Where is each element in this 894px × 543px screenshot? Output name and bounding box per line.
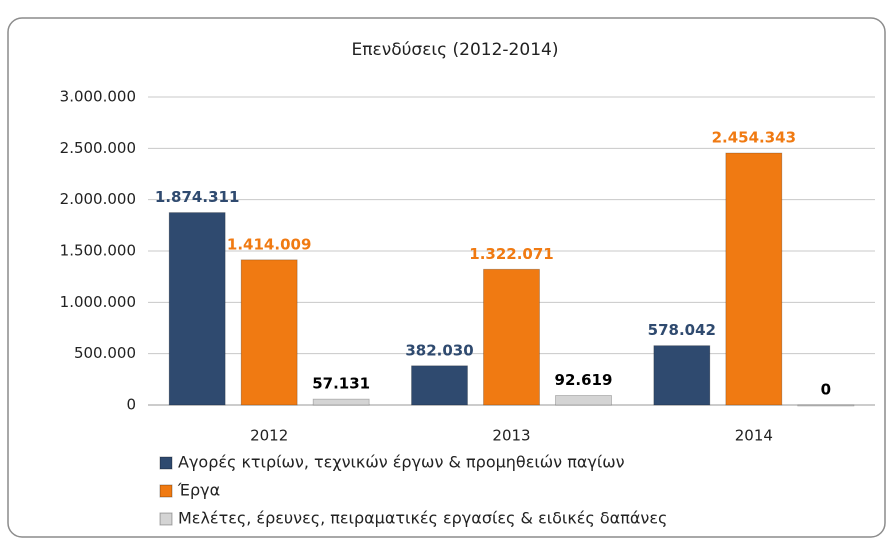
legend-swatch — [159, 456, 173, 470]
bar — [312, 398, 370, 406]
legend-label: Μελέτες, έρευνες, πειραματικές εργασίες … — [178, 509, 667, 528]
y-tick-label: 1.000.000 — [60, 293, 136, 311]
y-tick-label: 500.000 — [74, 344, 136, 362]
x-tick-label: 2013 — [492, 427, 530, 445]
data-label: 578.042 — [648, 321, 716, 339]
chart-title: Επενδύσεις (2012-2014) — [352, 40, 559, 60]
data-label: 1.874.311 — [155, 188, 239, 206]
bar — [653, 345, 711, 406]
data-label: 1.322.071 — [469, 245, 553, 263]
bar — [483, 268, 540, 406]
data-label: 0 — [821, 381, 831, 399]
legend-swatch — [159, 484, 173, 498]
y-tick-label: 2.000.000 — [60, 190, 136, 208]
legend-label: Έργα — [177, 481, 220, 500]
data-label: 92.619 — [555, 371, 613, 389]
bar — [555, 395, 612, 406]
data-label: 382.030 — [405, 341, 473, 359]
y-tick-label: 1.500.000 — [60, 242, 136, 260]
y-tick-label: 0 — [126, 396, 136, 414]
bar — [725, 152, 783, 406]
y-tick-label: 2.500.000 — [60, 139, 136, 157]
bar — [168, 212, 226, 406]
legend-swatch — [159, 512, 173, 526]
legend-label: Αγορές κτιρίων, τεχνικών έργων & προμηθε… — [178, 453, 625, 472]
bar — [411, 365, 468, 406]
x-tick-label: 2012 — [250, 427, 288, 445]
bar — [240, 259, 298, 406]
x-tick-label: 2014 — [735, 427, 773, 445]
data-label: 2.454.343 — [712, 129, 796, 147]
y-tick-label: 3.000.000 — [60, 88, 136, 106]
data-label: 57.131 — [312, 375, 370, 393]
data-label: 1.414.009 — [227, 235, 311, 253]
chart-frame — [7, 17, 886, 538]
bar — [797, 404, 855, 407]
